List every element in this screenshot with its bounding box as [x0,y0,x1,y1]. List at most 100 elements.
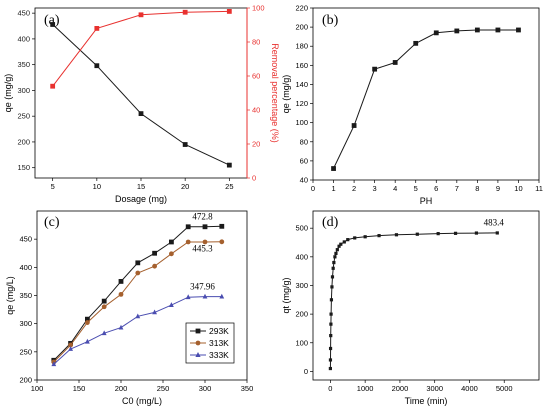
annotation-label: 347.96 [190,281,215,291]
y2-tick-label: 0 [252,174,256,183]
data-point [495,231,499,235]
x-tick-label: 100 [31,384,44,393]
y-tick-label: 300 [19,319,32,328]
x-tick-label: 300 [199,384,212,393]
annotation-label: 483.4 [484,217,505,227]
data-point [185,224,191,230]
y-tick-label: 450 [19,235,32,244]
data-point [226,9,232,14]
data-point [394,233,399,237]
series-line [52,24,230,166]
x-tick-label: 10 [93,182,101,191]
y-tick-label: 500 [295,224,308,233]
data-point [152,263,158,269]
data-point [516,27,521,33]
y-tick-label: 200 [295,23,308,32]
data-point [135,270,141,276]
data-point [226,162,232,168]
y-tick-label: 400 [17,34,30,43]
y-axis-title: qe (mg/g) [3,74,13,113]
data-point [101,330,107,336]
data-point [346,238,350,242]
data-point [436,232,440,236]
x-tick-label: 5 [51,182,55,191]
x-tick-label: 2 [352,184,356,193]
y-tick-label: 120 [295,99,308,108]
x-tick-label: 200 [115,384,128,393]
x-axis-title: C0 (mg/L) [122,396,162,406]
x-tick-label: 1 [331,184,335,193]
x-tick-label: 1000 [357,384,374,393]
x-axis-title: Dosage (mg) [115,194,167,204]
data-point [413,40,419,46]
data-point [334,251,338,255]
y-tick-label: 450 [17,9,30,18]
data-point [372,66,378,72]
annotation-label: 472.8 [192,211,213,221]
panel-label: (a) [44,13,60,28]
y-tick-label: 40 [300,176,308,185]
y-tick-label: 60 [300,156,308,165]
y2-tick-label: 100 [252,4,265,13]
data-point [68,346,73,351]
data-point [415,232,419,236]
y-tick-label: 250 [19,347,32,356]
y2-axis-title: Removal percentage (%) [270,43,280,143]
plot-frame [312,210,540,381]
data-point [219,223,225,229]
y-tick-label: 0 [304,367,308,376]
y-tick-label: 400 [19,263,32,272]
data-point [169,302,174,307]
x-tick-label: 5000 [496,384,513,393]
data-point [330,285,334,289]
data-point [219,293,225,299]
data-point [342,240,346,244]
y-tick-label: 200 [295,310,308,319]
data-point [329,322,333,326]
y-tick-label: 200 [17,137,30,146]
x-tick-label: 25 [225,182,233,191]
data-point [135,260,141,266]
data-point [202,224,208,230]
data-point [152,309,157,315]
data-point [331,266,335,270]
legend-label: 313K [209,338,229,348]
x-tick-label: 3000 [426,384,443,393]
data-point [333,255,337,259]
y-tick-label: 250 [17,112,30,121]
y-axis-title: qt (mg/g) [281,277,291,313]
data-point [351,123,357,128]
legend-marker [195,328,201,334]
data-point [185,239,191,245]
data-point [169,239,174,245]
data-point [138,12,144,18]
data-point [328,346,333,351]
data-point [331,166,336,171]
data-point [337,244,341,248]
data-point [118,291,124,297]
y-tick-label: 100 [295,118,308,127]
legend-label: 333K [209,350,229,360]
data-point [474,231,479,235]
x-tick-label: 15 [137,182,145,191]
data-point [185,294,191,300]
data-point [328,358,333,362]
data-point [363,235,367,239]
y-tick-label: 350 [17,60,30,69]
data-point [50,83,56,89]
x-axis-title: Time (min) [405,396,448,406]
panel-label: (b) [322,13,339,28]
data-point [169,251,174,257]
data-point [329,298,334,302]
x-tick-label: 2000 [392,384,409,393]
x-tick-label: 8 [475,184,479,193]
chart-panel-d: 0 1000 2000 3000 4000 5000 0 100 200 300 400 500 Tim… [281,210,540,406]
data-point [332,260,336,265]
annotation-label: 445.3 [192,244,213,254]
x-tick-label: 7 [455,184,459,193]
x-tick-label: 150 [73,384,86,393]
x-tick-label: 350 [241,384,254,393]
data-point [453,231,458,235]
panel-label: (c) [44,215,60,230]
y-tick-label: 220 [295,4,308,13]
